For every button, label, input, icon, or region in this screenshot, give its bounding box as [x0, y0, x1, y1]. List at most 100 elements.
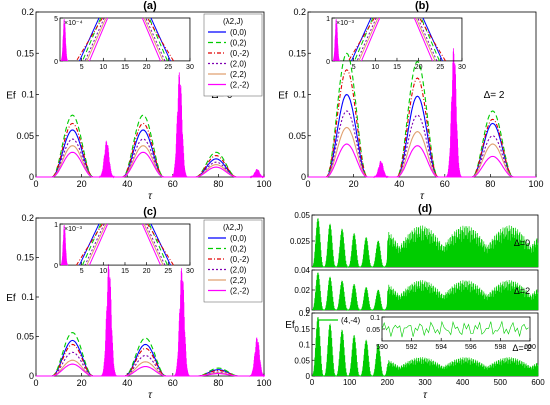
panel-c-xlabel: τ: [148, 390, 153, 401]
panel-b-inset-y-tick-label: 1: [326, 16, 330, 23]
panel-a-legend-label: (2,0): [230, 60, 247, 69]
panel-b-inset-x-tick-label: 25: [436, 64, 444, 71]
panel-a-y-tick-label: 0.05: [16, 131, 34, 141]
panel-b-title: (b): [415, 0, 429, 12]
panel-c-inset-burst-mark: [60, 224, 69, 266]
panel-a-legend-label: (2,-2): [230, 81, 249, 90]
panel-c-inset-x-tick-label: 30: [186, 268, 194, 275]
panel-d-sub2-y-tick-label: 0.2: [299, 309, 311, 318]
panel-b-series-line: [308, 143, 536, 178]
panel-a-inset-y-tick-label: 5: [54, 16, 58, 23]
panel-b-inset-burst-mark: [332, 19, 341, 62]
panel-c-y-tick-label: 0.15: [16, 253, 34, 263]
panel-a-legend-label: (0,0): [230, 28, 247, 37]
panel-c-series-line: [36, 363, 264, 377]
panel-d-sub2-legend-label: (4,-4): [341, 316, 360, 325]
panel-a-inset-x-tick-label: 5: [80, 64, 84, 71]
panel-b-inset-x-tick-label: 5: [352, 64, 356, 71]
panel-b-inset-x-tick-label: 10: [371, 64, 379, 71]
panel-c-legend-label: (2,2): [230, 276, 247, 285]
panel-b-inset-y-tick-label: 0: [326, 59, 330, 66]
panel-c-inset-x-tick-label: 15: [121, 268, 129, 275]
panel-c-series-line: [36, 332, 264, 377]
panel-a-y-tick-label: 0.2: [21, 7, 34, 17]
panel-a-x-tick-label: 100: [256, 179, 271, 189]
panel-b-inset-series-line: [356, 17, 438, 62]
panel-b-y-tick-label: 0.15: [288, 48, 306, 58]
panel-a-series-line: [36, 122, 264, 178]
panel-c-series-line: [36, 343, 264, 377]
panel-c-inset-axes-frame: [59, 223, 191, 266]
panel-d-sub2-y-tick-label: 0.05: [294, 356, 310, 365]
panel-a-legend-title: (λ2,J): [223, 17, 243, 26]
panel-b-inset-series-line: [358, 17, 436, 62]
panel-b-ylabel: Ef: [278, 91, 288, 102]
panel-d-sub2-inset-line: [381, 320, 529, 338]
panel-d-sub0-annotation: Δ=0: [514, 238, 530, 248]
panel-a-y-tick-label: 0.15: [16, 48, 34, 58]
panel-d-sub2-y-tick-label: 0.15: [294, 325, 310, 334]
panel-a-series-line: [36, 114, 264, 178]
panel-c-legend-label: (2,0): [230, 266, 247, 275]
panel-d-sub0-y-tick-label: 0.025: [290, 237, 311, 246]
panel-d-sub2-y-tick-label: 0.1: [299, 341, 311, 350]
panel-a-burst-mark: [99, 140, 115, 179]
panel-a-legend-box: [203, 13, 263, 97]
panel-d-title: (d): [418, 203, 432, 215]
panel-c-inset-series-line: [84, 223, 166, 266]
panel-a-burst-mark: [249, 168, 265, 179]
panel-d-sub2-x-tick-label: 500: [494, 378, 508, 387]
panel-b-x-tick-label: 20: [349, 179, 359, 189]
panel-b-x-tick-label: 0: [305, 179, 310, 189]
panel-a-inset-burst-mark: [60, 19, 69, 62]
panel-a-legend-label: (0,-2): [230, 49, 249, 58]
panel-d-sub2-inset-x-tick-label: 592: [406, 344, 418, 351]
panel-b-x-tick-label: 40: [394, 179, 404, 189]
panel-d-sub2-x-tick-label: 600: [531, 378, 545, 387]
panel-b-x-tick-label: 60: [440, 179, 450, 189]
panel-a-inset-series-line: [82, 17, 168, 62]
panel-b-inset-x-tick-label: 20: [415, 64, 423, 71]
panel-d-sub0-y-tick-label: 0.05: [294, 211, 310, 220]
panel-d-xlabel: τ: [423, 390, 428, 401]
panel-b-inset-x-tick-label: 30: [458, 64, 466, 71]
panel-a-series-line: [36, 151, 264, 178]
panel-a-legend-label: (0,2): [230, 39, 247, 48]
panel-b-x-tick-label: 80: [485, 179, 495, 189]
panel-d-sub2-inset-y-tick-label: 0.1: [370, 315, 380, 322]
panel-d-sub2-inset-x-tick-label: 596: [465, 344, 477, 351]
panel-b-y-tick-label: 0: [301, 172, 306, 182]
panel-a-burst-mark: [171, 72, 188, 178]
panel-a-inset-series-line: [76, 17, 174, 62]
panel-a-inset-x-tick-label: 25: [164, 64, 172, 71]
panel-c-title: (c): [143, 206, 157, 218]
panel-a-inset-y-tick-label: 0: [54, 59, 58, 66]
panel-c-x-tick-label: 20: [77, 378, 87, 388]
panel-d-sub2-inset-x-tick-label: 598: [495, 344, 507, 351]
panel-a-title: (a): [143, 0, 157, 12]
panel-a-inset-x-tick-label: 30: [186, 64, 194, 71]
panel-c-inset-series-line: [86, 223, 164, 266]
panel-d-sub2-annotation: Δ=-2: [512, 343, 531, 353]
panel-b-annotation: Δ= 2: [484, 90, 505, 101]
panel-a-x-tick-label: 80: [213, 179, 223, 189]
panel-c-inset-series-line: [89, 223, 161, 266]
panel-c-legend-label: (2,-2): [230, 287, 249, 296]
panel-a-x-tick-label: 40: [122, 179, 132, 189]
panel-b-series-line: [308, 52, 536, 178]
panel-a-inset-scale: ×10⁻⁴: [64, 20, 83, 27]
panel-c-legend-label: (0,0): [230, 234, 247, 243]
panel-c-legend-box: [203, 219, 263, 303]
panel-c-legend-label: (0,2): [230, 245, 247, 254]
panel-b-inset-series-line: [354, 17, 440, 62]
panel-b-series-line: [308, 69, 536, 178]
panel-d-sub2-x-tick-label: 200: [381, 378, 395, 387]
panel-a-x-tick-label: 60: [168, 179, 178, 189]
panel-b-inset-series-line: [348, 17, 446, 62]
panel-c-inset-y-tick-label: 1: [54, 222, 58, 229]
panel-d-sub1-y-tick-label: 0.02: [294, 286, 310, 295]
panel-d-sub2-inset-x-tick-label: 590: [376, 344, 388, 351]
panel-c-x-tick-label: 100: [256, 378, 271, 388]
panel-a-inset-x-tick-label: 20: [143, 64, 151, 71]
